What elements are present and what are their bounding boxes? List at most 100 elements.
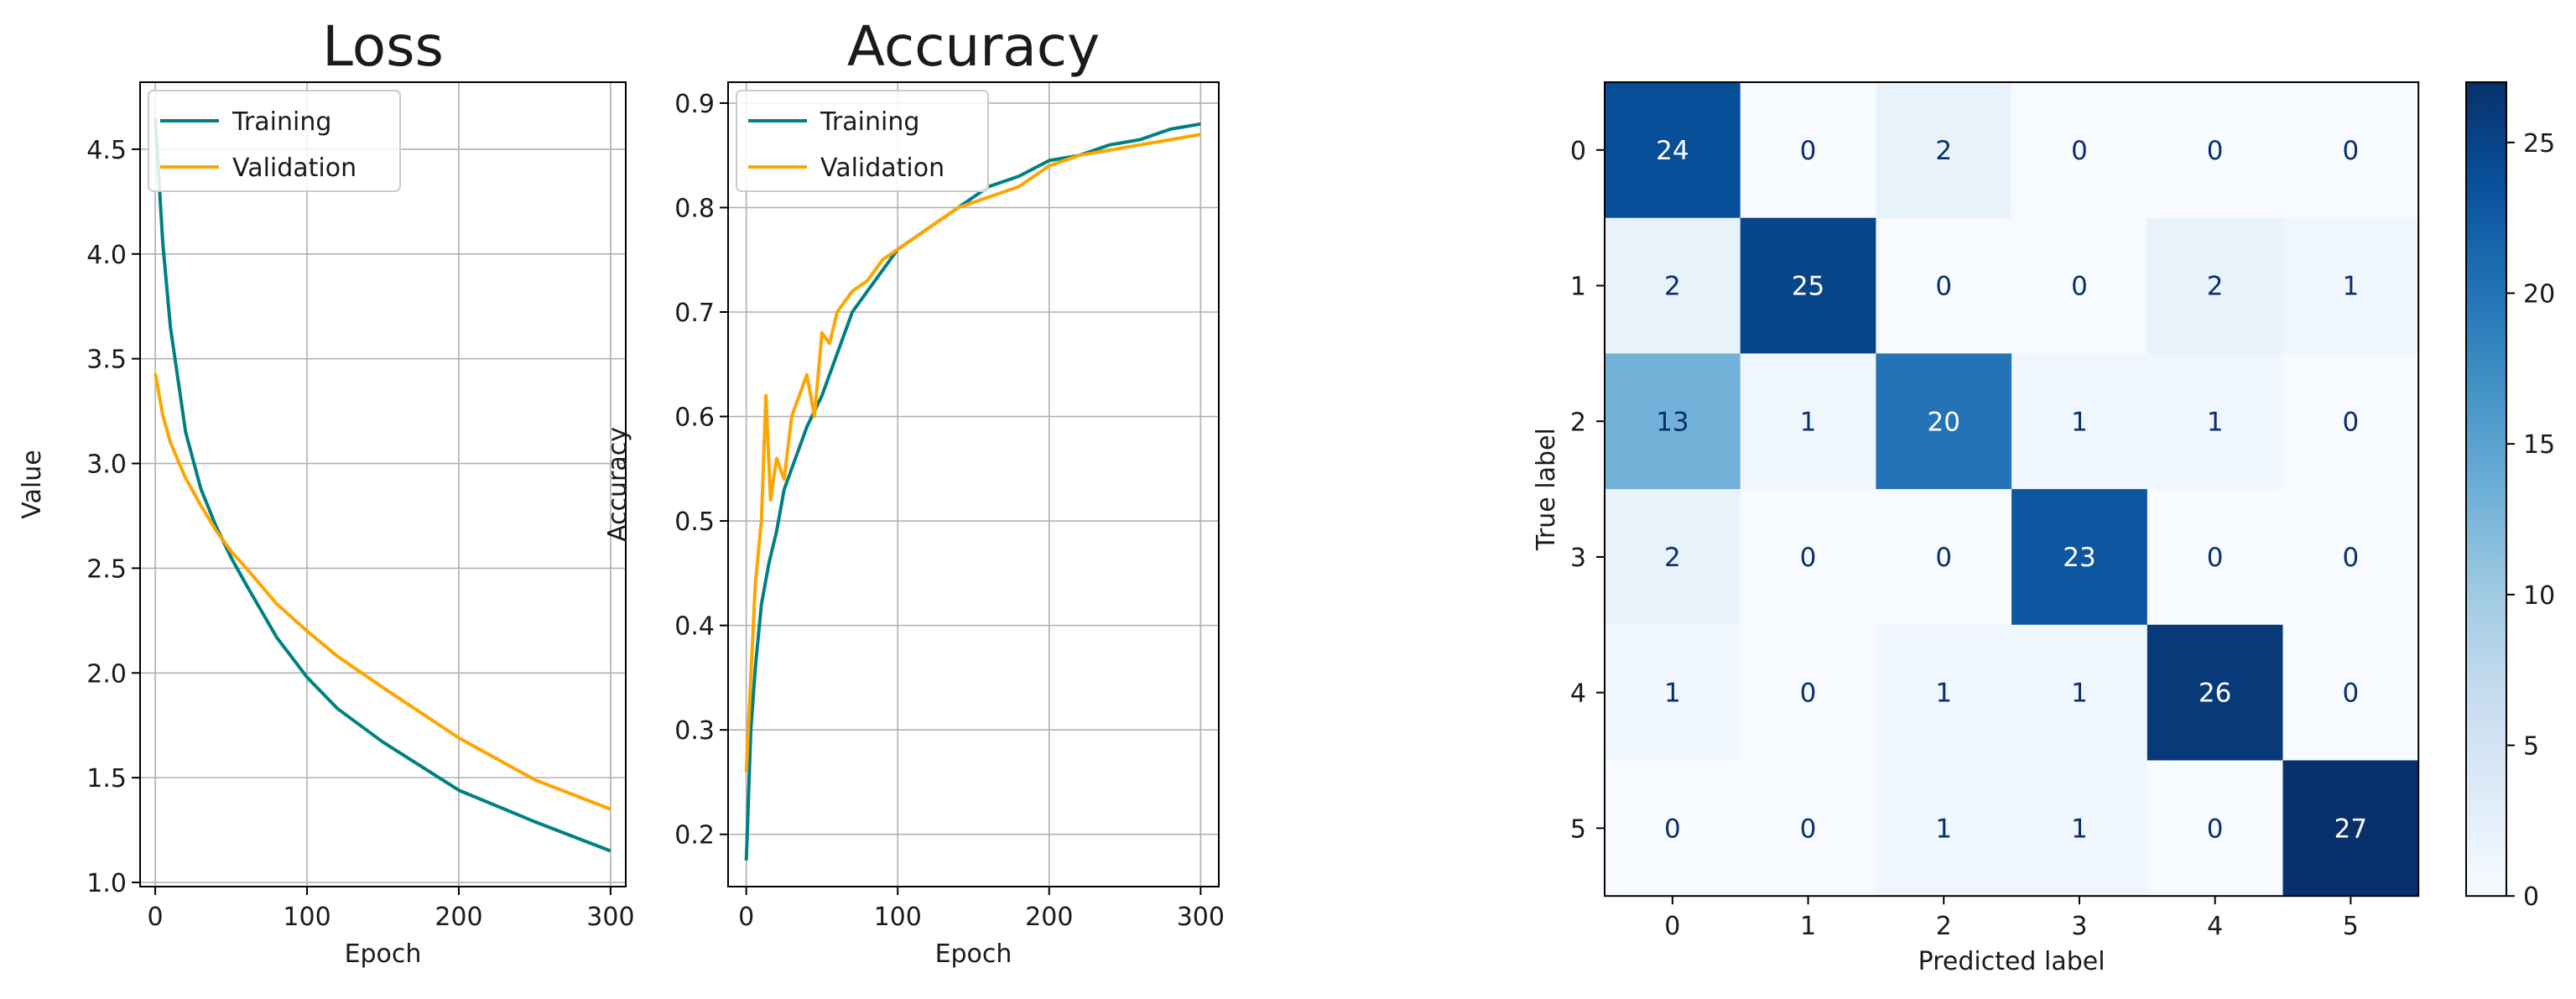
cm-cell <box>2147 353 2283 490</box>
loss-xtick-label: 100 <box>283 903 330 932</box>
cm-cell-value: 0 <box>2207 543 2224 573</box>
cm-cell <box>2011 217 2148 354</box>
cm-colorbar-tick-label: 15 <box>2523 430 2555 460</box>
cm-cell-value: 0 <box>2207 136 2224 166</box>
cm-xlabel: Predicted label <box>1918 947 2105 976</box>
cm-xtick-label: 5 <box>2343 912 2359 941</box>
cm-cell <box>1605 489 1741 626</box>
cm-cell <box>2282 353 2419 490</box>
accuracy-chart: 0 100 200 300 0.2 0.3 0.4 0.5 0.6 0.7 0.8 0.9 Accura… <box>603 14 1225 969</box>
cm-cell-value: 20 <box>1928 407 1960 437</box>
cm-cell <box>1876 760 2012 897</box>
cm-xtick-label: 3 <box>2071 912 2087 941</box>
acc-ytick-label: 0.7 <box>674 299 715 328</box>
cm-cell <box>1876 217 2012 354</box>
cm-cell-value: 23 <box>2063 543 2095 573</box>
cm-cell <box>2011 760 2148 897</box>
cm-cell-value: 0 <box>1800 679 1817 709</box>
cm-cell-value: 1 <box>1935 814 1952 844</box>
loss-series-training <box>154 117 611 853</box>
cm-cell <box>2282 217 2419 354</box>
cm-cell-value: 26 <box>2199 679 2231 709</box>
cm-cell-value: 0 <box>2342 407 2359 437</box>
cm-cell-value: 2 <box>1664 543 1681 573</box>
acc-legend-label-training: Training <box>820 107 919 137</box>
loss-axes-frame <box>139 81 627 887</box>
loss-ytick-label: 2.0 <box>86 659 127 689</box>
acc-xtick-label: 200 <box>1025 903 1073 932</box>
acc-ytick-label: 0.4 <box>674 612 715 642</box>
cm-colorbar <box>2465 81 2507 898</box>
loss-xtick-label: 300 <box>586 903 634 932</box>
loss-xtick-label: 0 <box>148 903 164 932</box>
cm-cell-value: 1 <box>2071 814 2088 844</box>
acc-xlabel: Epoch <box>935 939 1012 969</box>
cm-cell-value: 0 <box>2342 136 2359 166</box>
cm-cell <box>2011 489 2148 626</box>
cm-cell <box>1740 624 1876 761</box>
loss-ytick-label: 1.0 <box>86 869 127 898</box>
cm-cell <box>1605 353 1741 490</box>
loss-ytick-label: 4.5 <box>86 136 127 165</box>
cm-ylabel: True label <box>1532 428 1561 551</box>
acc-xtick-label: 0 <box>738 903 754 932</box>
cm-cell-value: 0 <box>1800 814 1817 844</box>
acc-xtick-label: 300 <box>1177 903 1225 932</box>
cm-cell-value: 0 <box>2342 543 2359 573</box>
cm-cell <box>2147 489 2283 626</box>
cm-xtick-label: 1 <box>1800 912 1816 941</box>
cm-cell <box>1740 489 1876 626</box>
cm-colorbar-tick-label: 10 <box>2523 581 2555 611</box>
cm-cell <box>1605 760 1741 897</box>
cm-ytick-label: 1 <box>1570 273 1586 302</box>
cm-colorbar-tick-label: 5 <box>2523 732 2539 762</box>
cm-cell-value: 2 <box>1664 272 1681 302</box>
loss-chart: 0 100 200 300 1.0 1.5 2.0 2.5 3.0 3.5 4.0 4.5 Loss Ep… <box>18 14 635 969</box>
acc-title: Accuracy <box>847 14 1100 79</box>
cm-cell <box>1876 353 2012 490</box>
acc-ytick-label: 0.8 <box>674 194 715 223</box>
cm-cell <box>2282 624 2419 761</box>
cm-ytick-label: 0 <box>1570 137 1586 166</box>
cm-xtick-label: 0 <box>1664 912 1680 941</box>
cm-colorbar-tick-label: 0 <box>2523 882 2539 912</box>
cm-cell <box>1740 353 1876 490</box>
acc-legend-label-validation: Validation <box>820 153 945 183</box>
cm-cell-value: 1 <box>1800 407 1817 437</box>
loss-ytick-label: 3.5 <box>86 346 127 375</box>
acc-axes-frame <box>727 81 1220 887</box>
acc-ytick-label: 0.6 <box>674 403 715 433</box>
cm-cell-value: 1 <box>1664 679 1681 709</box>
cm-cell <box>1740 760 1876 897</box>
cm-cell-value: 24 <box>1656 136 1689 166</box>
cm-cell <box>2011 624 2148 761</box>
cm-cell-value: 0 <box>1800 136 1817 166</box>
cm-cell-value: 0 <box>2071 136 2088 166</box>
loss-xlabel: Epoch <box>345 939 422 969</box>
loss-ytick-label: 3.0 <box>86 450 127 480</box>
cm-cell-value: 25 <box>1792 272 1824 302</box>
cm-cell-value: 1 <box>2071 407 2088 437</box>
cm-cell <box>1605 624 1741 761</box>
cm-cell-value: 0 <box>2071 272 2088 302</box>
cm-ytick-label: 4 <box>1570 679 1586 709</box>
loss-legend-label-training: Training <box>232 107 331 137</box>
cm-cell <box>2147 760 2283 897</box>
cm-cell-value: 1 <box>2071 679 2088 709</box>
cm-cell-value: 2 <box>1935 136 1952 166</box>
acc-ylabel: Accuracy <box>603 427 632 542</box>
cm-cell-value: 1 <box>2342 272 2359 302</box>
cm-cell-value: 0 <box>2207 814 2224 844</box>
confusion-matrix: 24 0 2 0 0 02 25 0 0 2 113 1 20 1 1 02 0 0 23 0 01 0 1 1 26 00 0 1 1… <box>1532 81 2555 976</box>
cm-cell <box>1605 217 1741 354</box>
cm-cell <box>1740 82 1876 219</box>
cm-cell <box>2147 624 2283 761</box>
cm-cell <box>1876 489 2012 626</box>
acc-ytick-label: 0.9 <box>674 90 715 119</box>
cm-cell-value: 0 <box>1935 543 1952 573</box>
cm-xtick-label: 4 <box>2207 912 2223 941</box>
cm-cell <box>2147 217 2283 354</box>
cm-cell-value: 27 <box>2334 814 2367 844</box>
cm-cell-value: 2 <box>2207 272 2224 302</box>
cm-cell-value: 1 <box>1935 679 1952 709</box>
